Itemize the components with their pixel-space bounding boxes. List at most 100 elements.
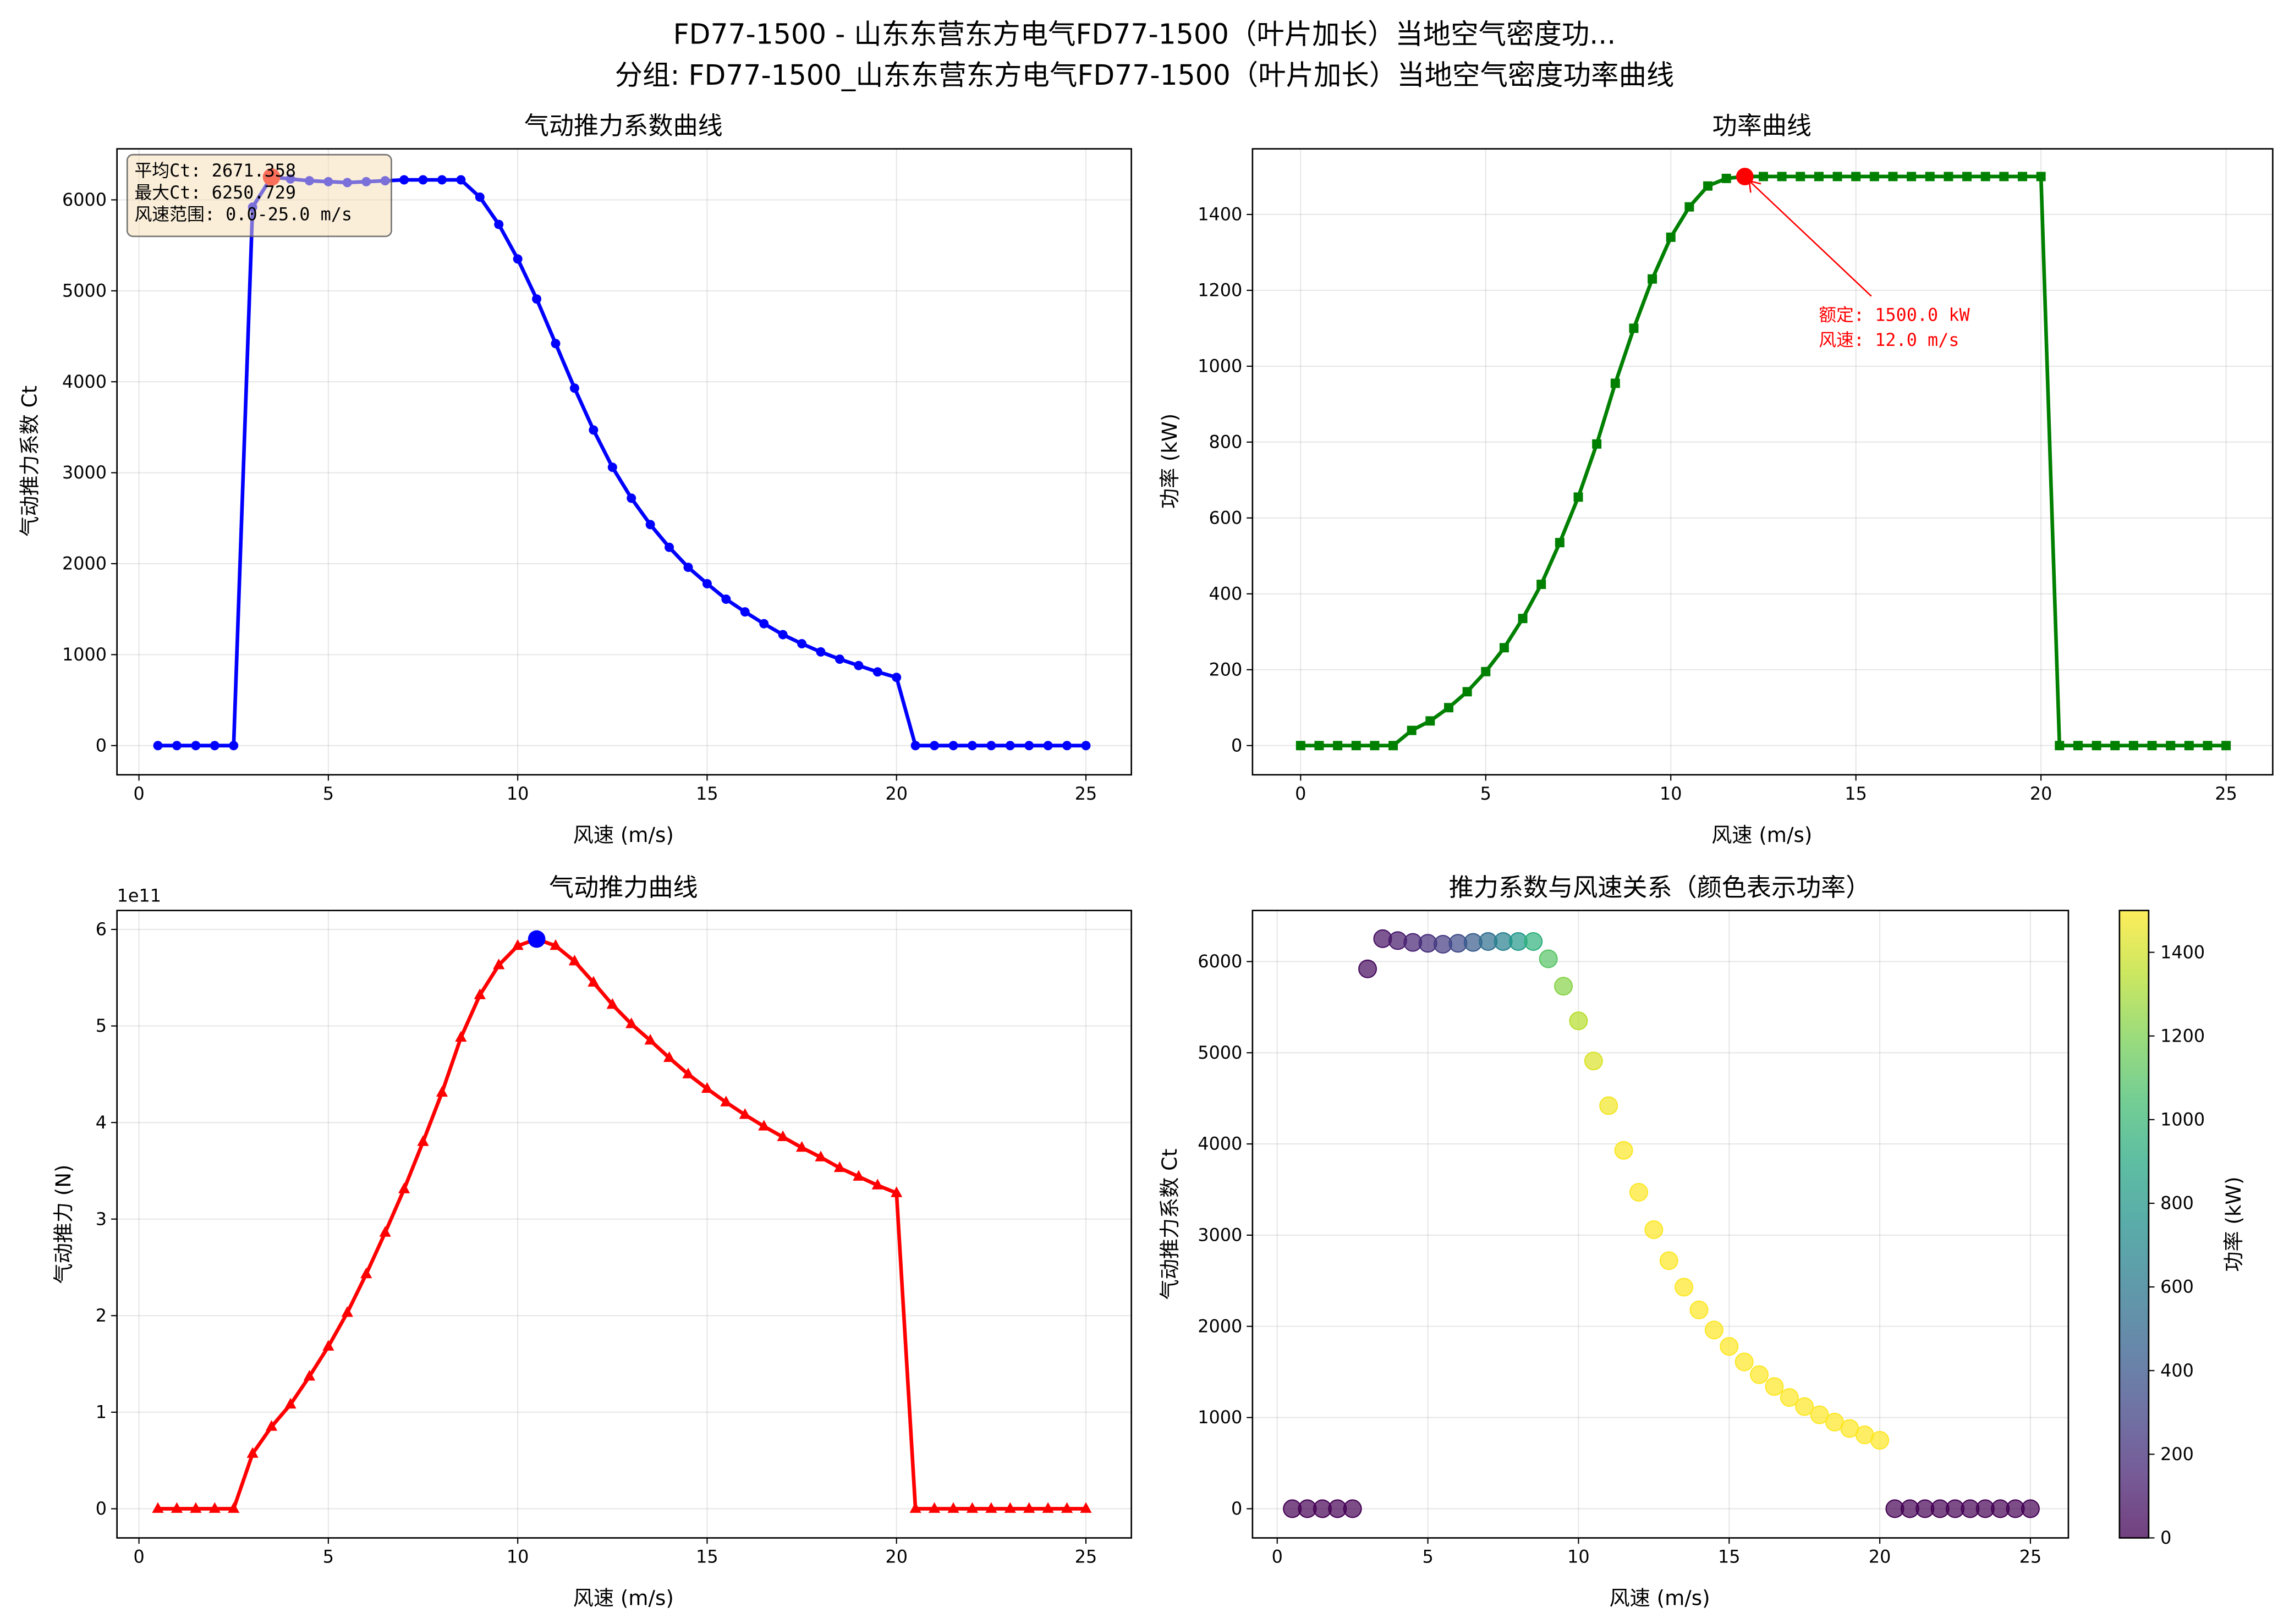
data-point: [2092, 741, 2101, 751]
data-point: [758, 1120, 770, 1131]
data-point: [456, 175, 466, 185]
colorbar-tick-label: 1200: [2160, 1025, 2205, 1046]
x-tick-label: 25: [1075, 1546, 1097, 1567]
data-point: [1425, 716, 1435, 726]
data-point: [152, 1502, 164, 1513]
data-point: [1081, 741, 1091, 751]
data-point: [303, 1369, 316, 1381]
colorbar-bar: [2118, 910, 2150, 1539]
x-tick-label: 20: [2030, 783, 2052, 804]
data-point: [494, 219, 504, 229]
scatter-point: [1599, 1096, 1618, 1115]
axes-frame: [116, 910, 1132, 1539]
y-tick-label: 4000: [62, 371, 107, 392]
data-point: [1999, 172, 2009, 181]
data-point: [589, 425, 599, 435]
y-tick-label: 5: [96, 1015, 107, 1036]
data-point: [985, 1502, 997, 1513]
y-tick-label: 1200: [1198, 280, 1242, 301]
data-point: [1443, 703, 1453, 713]
scatter-point: [1870, 1431, 1890, 1450]
thrust-offset-label: 1e11: [117, 885, 161, 906]
textbox-line: 平均Ct: 2671.358: [134, 160, 296, 181]
data-point: [588, 976, 600, 987]
power-plot-ylabel: 功率 (kW): [1158, 414, 1182, 509]
scatter-point: [1539, 949, 1558, 968]
thrust-plot-xlabel: 风速 (m/s): [573, 1587, 674, 1610]
y-tick-label: 200: [1209, 659, 1242, 680]
data-point: [967, 741, 977, 751]
scatter-point: [1689, 1300, 1709, 1319]
data-point: [1351, 741, 1361, 751]
data-point: [1869, 172, 1879, 181]
data-point: [701, 1082, 713, 1093]
y-tick-label: 1: [96, 1401, 107, 1422]
data-point: [833, 1161, 846, 1172]
data-point: [2221, 741, 2231, 751]
colorbar-tick-label: 1400: [2160, 942, 2205, 962]
power-plot-xlabel: 风速 (m/s): [1711, 823, 1812, 847]
y-tick-label: 0: [96, 735, 107, 756]
data-point: [532, 294, 542, 304]
scatter-point: [1720, 1337, 1739, 1356]
textbox-line: 最大Ct: 6250.729: [134, 182, 296, 203]
data-point: [417, 1135, 429, 1146]
data-point: [1666, 232, 1676, 242]
data-point: [645, 520, 655, 530]
data-point: [759, 619, 769, 629]
data-point: [797, 639, 807, 649]
data-point: [512, 939, 524, 950]
y-tick-label: 5000: [1198, 1042, 1242, 1063]
data-point: [191, 741, 201, 751]
scatter-point: [1704, 1320, 1723, 1340]
x-tick-label: 5: [323, 1546, 334, 1567]
x-tick-label: 10: [1660, 783, 1682, 804]
data-point: [2184, 741, 2194, 751]
data-point: [1333, 741, 1343, 751]
data-point: [1043, 741, 1053, 751]
colorbar-tick-label: 1000: [2160, 1109, 2205, 1130]
data-point: [2166, 741, 2176, 751]
data-point: [1518, 614, 1528, 624]
y-tick-label: 0: [96, 1498, 107, 1519]
y-tick-label: 3000: [1198, 1225, 1242, 1246]
x-tick-label: 15: [1718, 1546, 1741, 1567]
data-point: [627, 493, 636, 503]
data-point: [1388, 741, 1398, 751]
data-point: [1592, 439, 1602, 449]
y-tick-label: 3000: [62, 462, 107, 483]
scatter-point: [2021, 1499, 2040, 1518]
data-point: [1061, 1502, 1073, 1513]
data-point: [1962, 172, 1972, 181]
data-point: [948, 741, 958, 751]
data-point: [1907, 172, 1917, 181]
x-tick-label: 10: [1567, 1546, 1590, 1567]
data-point: [208, 1502, 221, 1513]
ct-plot-title: 气动推力系数曲线: [524, 111, 723, 140]
annotation-text: 风速: 12.0 m/s: [1819, 329, 1959, 350]
data-point: [2018, 172, 2028, 181]
data-point: [872, 667, 882, 677]
data-point: [1004, 1502, 1016, 1513]
y-tick-label: 2: [96, 1305, 107, 1326]
data-point: [721, 594, 731, 604]
axes-frame: [116, 148, 1132, 776]
data-point: [928, 1502, 941, 1513]
thrust-plot-ylabel: 气动推力 (N): [52, 1165, 75, 1284]
scatter-point: [1554, 977, 1573, 996]
ct-plot-xlabel: 风速 (m/s): [573, 823, 674, 847]
data-point: [1796, 172, 1805, 181]
data-point: [550, 939, 562, 950]
data-point: [1314, 741, 1324, 751]
suptitle-line2: 分组: FD77-1500_山东东营东方电气FD77-1500（叶片加长）当地空…: [615, 59, 1675, 91]
x-tick-label: 0: [1295, 783, 1306, 804]
y-tick-label: 4000: [1198, 1133, 1242, 1154]
y-tick-label: 2000: [62, 553, 107, 574]
data-point: [229, 741, 239, 751]
data-point: [816, 647, 826, 657]
colorbar-tick-label: 600: [2160, 1276, 2194, 1297]
power-plot-title: 功率曲线: [1712, 111, 1812, 140]
data-point: [1555, 538, 1565, 548]
data-point: [1296, 741, 1305, 751]
